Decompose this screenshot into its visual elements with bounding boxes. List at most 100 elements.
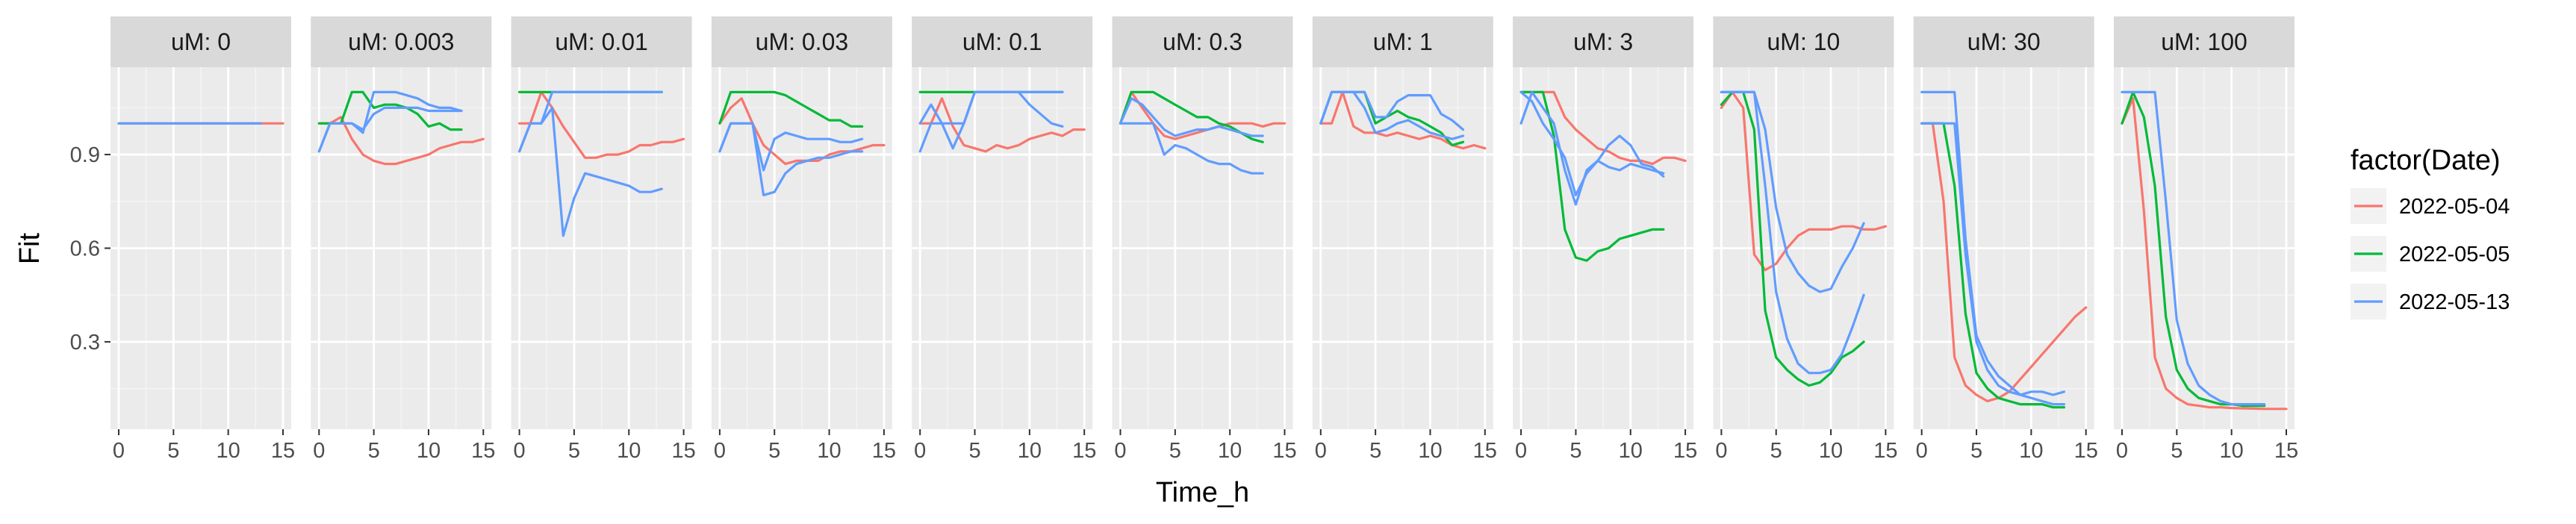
facet-panel: uM: 1 0 5 10 15 xyxy=(1312,16,1497,463)
facet-strip xyxy=(111,16,291,67)
facet-strip-label: uM: 0.003 xyxy=(348,28,454,55)
x-tick-label: 0 xyxy=(914,439,926,463)
x-tick-label: 5 xyxy=(1169,439,1181,463)
x-tick-label: 5 xyxy=(2171,439,2183,463)
series-line xyxy=(517,90,685,159)
x-tick-label: 0 xyxy=(313,439,325,463)
legend-label: 2022-05-04 xyxy=(2399,195,2510,219)
facet-strip-label: uM: 3 xyxy=(1573,28,1633,55)
x-tick-label: 10 xyxy=(1418,439,1442,463)
series-line xyxy=(317,116,485,166)
facet-panel: uM: 100 0 5 10 15 xyxy=(2114,16,2298,463)
series-line xyxy=(918,90,1064,150)
series-line xyxy=(718,90,864,128)
x-tick-label: 5 xyxy=(167,439,179,463)
x-tick-label: 5 xyxy=(968,439,980,463)
y-axis: 0.3 0.6 0.9 xyxy=(70,143,111,355)
facet-strip xyxy=(2114,16,2295,67)
facet-panel: uM: 0.3 0 5 10 15 xyxy=(1112,16,1297,463)
y-tick-label: 0.9 xyxy=(70,143,100,167)
facet-strip xyxy=(1513,16,1694,67)
series-line xyxy=(718,97,886,166)
x-tick-label: 10 xyxy=(617,439,641,463)
x-tick-label: 10 xyxy=(2019,439,2043,463)
series-line xyxy=(918,97,1086,153)
series-line xyxy=(317,90,463,131)
series-line xyxy=(1920,122,2065,396)
series-line xyxy=(1119,122,1264,175)
facet-strip xyxy=(511,16,692,67)
series-line xyxy=(1319,90,1487,150)
x-tick-label: 5 xyxy=(1569,439,1581,463)
facet-panel: uM: 3 0 5 10 15 xyxy=(1513,16,1697,463)
x-tick-label: 15 xyxy=(271,439,295,463)
series-line xyxy=(1920,90,2065,406)
series-line xyxy=(1920,122,2065,409)
series-line xyxy=(1720,90,1887,272)
x-tick-label: 5 xyxy=(1770,439,1782,463)
facet-strip-label: uM: 10 xyxy=(1767,28,1840,55)
x-tick-label: 0 xyxy=(1715,439,1727,463)
x-tick-label: 15 xyxy=(1673,439,1697,463)
series-line xyxy=(1119,90,1287,140)
x-tick-label: 10 xyxy=(1819,439,1843,463)
y-tick-label: 0.3 xyxy=(70,331,100,355)
x-tick-label: 0 xyxy=(1315,439,1327,463)
x-tick-label: 0 xyxy=(514,439,526,463)
facet-panel: uM: 0.003 0 5 10 15 xyxy=(311,16,495,463)
facet-strip-label: uM: 0 xyxy=(171,28,231,55)
x-tick-label: 15 xyxy=(872,439,896,463)
facet-strip-label: uM: 30 xyxy=(1967,28,2041,55)
legend-label: 2022-05-13 xyxy=(2399,290,2510,314)
legend-label: 2022-05-05 xyxy=(2399,243,2510,266)
x-tick-label: 5 xyxy=(568,439,580,463)
x-tick-label: 15 xyxy=(1072,439,1096,463)
x-tick-label: 5 xyxy=(1970,439,1982,463)
facet-panel: uM: 10 0 5 10 15 xyxy=(1713,16,1898,463)
x-tick-label: 15 xyxy=(1873,439,1897,463)
series-line xyxy=(2121,90,2266,408)
series-line xyxy=(1920,122,2088,403)
series-line xyxy=(1519,90,1687,166)
facet-strip-label: uM: 0.3 xyxy=(1163,28,1242,55)
x-tick-label: 0 xyxy=(2116,439,2128,463)
x-tick-label: 10 xyxy=(2220,439,2244,463)
x-tick-label: 0 xyxy=(113,439,125,463)
x-tick-label: 15 xyxy=(1473,439,1497,463)
facet-strip-label: uM: 0.03 xyxy=(756,28,849,55)
facet-strip-label: uM: 0.1 xyxy=(962,28,1042,55)
series-line xyxy=(1519,90,1665,196)
x-tick-label: 5 xyxy=(368,439,380,463)
x-tick-label: 10 xyxy=(217,439,240,463)
x-tick-label: 0 xyxy=(714,439,726,463)
facet-panels: uM: 0 0 5 10 15 uM: 0.003 0 5 10 15 uM: 0.01 0 5 10 15… xyxy=(111,16,2298,463)
y-tick-label: 0.6 xyxy=(70,237,100,261)
series-line xyxy=(718,122,864,196)
facet-strip xyxy=(1312,16,1493,67)
facet-panel: uM: 0 0 5 10 15 xyxy=(111,16,295,463)
x-tick-label: 15 xyxy=(671,439,695,463)
series-line xyxy=(1519,90,1665,262)
x-tick-label: 15 xyxy=(2074,439,2098,463)
facet-strip xyxy=(711,16,892,67)
facet-strip xyxy=(1913,16,2094,67)
x-tick-label: 10 xyxy=(1619,439,1643,463)
series-line xyxy=(1720,90,1865,293)
series-line xyxy=(2121,90,2266,406)
x-tick-label: 5 xyxy=(768,439,780,463)
x-tick-label: 15 xyxy=(2274,439,2298,463)
x-tick-label: 0 xyxy=(1114,439,1126,463)
series-line xyxy=(1319,90,1465,131)
facet-strip-label: uM: 1 xyxy=(1373,28,1433,55)
series-line xyxy=(517,90,663,153)
x-tick-label: 15 xyxy=(1272,439,1296,463)
series-line xyxy=(1119,97,1264,137)
facet-strip xyxy=(1713,16,1894,67)
legend-title: factor(Date) xyxy=(2351,145,2501,176)
x-tick-label: 10 xyxy=(1018,439,1042,463)
x-tick-label: 5 xyxy=(1369,439,1381,463)
x-axis-title: Time_h xyxy=(1156,477,1249,508)
x-tick-label: 0 xyxy=(1515,439,1527,463)
facet-strip-label: uM: 0.01 xyxy=(555,28,648,55)
x-tick-label: 10 xyxy=(817,439,841,463)
